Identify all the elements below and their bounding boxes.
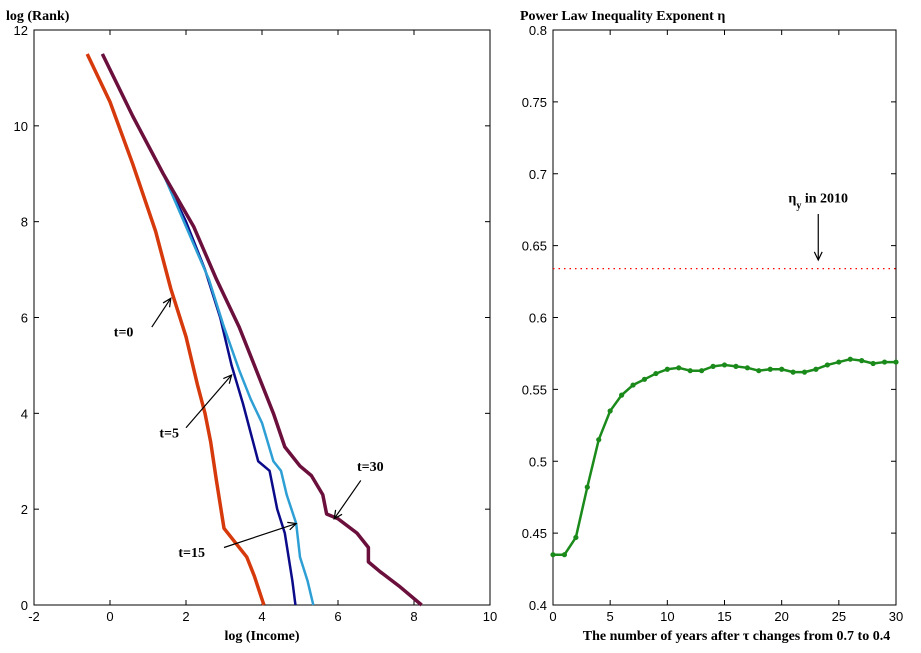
right-y-tick-label: 0.6 <box>529 311 547 326</box>
annotation-arrow-2-head <box>287 521 298 531</box>
right-series-point <box>710 363 716 369</box>
right-series-point <box>767 366 773 372</box>
right-series-point <box>676 365 682 371</box>
right-series-point <box>584 484 590 490</box>
right-x-tick-label: 25 <box>832 609 846 624</box>
annotation-arrow-2-shaft <box>223 522 297 549</box>
right-series-point <box>687 368 693 374</box>
right-series-point <box>607 408 613 414</box>
left-x-tick-label: -2 <box>28 609 40 624</box>
annotation-label: t=30 <box>357 460 384 475</box>
right-y-tick-label: 0.7 <box>529 167 547 182</box>
right-series-point <box>824 362 831 368</box>
right-y-tick-label: 0.65 <box>522 239 547 254</box>
right-y-tick-label: 0.75 <box>522 95 547 110</box>
right-y-tick-label: 0.45 <box>522 526 547 541</box>
left-x-tick-label: 0 <box>106 609 113 624</box>
right-series-point <box>881 359 888 365</box>
left-x-tick-label: 4 <box>258 609 265 624</box>
left-plot-frame <box>33 29 491 606</box>
right-x-tick-label: 0 <box>549 609 556 624</box>
annotation-arrow-0-head <box>162 297 172 308</box>
right-y-tick-label: 0.8 <box>529 23 547 38</box>
right-series-point <box>779 366 785 372</box>
right-x-axis-label: The number of years after τ changes from… <box>583 629 890 644</box>
right-series-point <box>699 368 705 374</box>
right-x-tick-label: 10 <box>660 609 674 624</box>
right-y-tick-label: 0.4 <box>529 598 547 613</box>
right-chart-title: Power Law Inequality Exponent η <box>520 9 725 24</box>
right-series-point <box>859 358 865 364</box>
annotation-arrow-1-shaft <box>185 374 233 429</box>
left-x-tick-label: 8 <box>410 609 417 624</box>
right-series-line <box>553 357 896 556</box>
annotation-label: t=0 <box>114 326 134 341</box>
left-y-tick-label: 0 <box>21 598 28 613</box>
left-y-tick-label: 2 <box>21 502 28 517</box>
left-series-line-2 <box>101 53 315 606</box>
right-series-point <box>641 376 648 382</box>
left-x-tick-label: 2 <box>182 609 189 624</box>
left-y-tick-label: 6 <box>21 311 28 326</box>
right-series-point <box>573 534 579 541</box>
right-series-point <box>561 552 568 558</box>
right-series-point <box>596 437 602 443</box>
right-series-point <box>630 382 636 388</box>
right-series-point <box>550 552 556 558</box>
right-plot-frame <box>552 29 897 606</box>
right-series-point <box>893 359 899 365</box>
left-chart-title: log (Rank) <box>6 9 70 24</box>
left-y-tick-label: 12 <box>14 23 28 38</box>
right-series-point <box>836 359 842 365</box>
right-series-point <box>653 370 659 377</box>
annotation-arrow-1-head <box>223 373 233 384</box>
right-series-point <box>870 360 876 367</box>
right-series-point <box>619 392 625 398</box>
right-x-tick-label: 20 <box>774 609 788 624</box>
right-series-point <box>744 365 750 371</box>
annotation-label: t=5 <box>159 426 179 441</box>
left-series-line-0 <box>85 53 266 606</box>
annotation-label: t=15 <box>178 546 205 561</box>
annotation-arrow-3-head <box>333 509 343 520</box>
left-x-tick-label: 10 <box>483 609 497 624</box>
left-y-tick-label: 4 <box>21 406 28 421</box>
right-x-tick-label: 5 <box>607 609 614 624</box>
annotation-arrow-0-shaft <box>151 298 172 328</box>
left-x-tick-label: 6 <box>334 609 341 624</box>
left-y-tick-label: 10 <box>14 119 28 134</box>
right-series-point <box>801 369 808 375</box>
right-chart-panel: 0 5 10 15 20 25 30 0.4 0.45 0.5 0.55 0.6 0.65 0.7 0.75… <box>520 9 903 644</box>
left-y-tick-label: 8 <box>21 215 28 230</box>
eta-annotation-arrow-head <box>813 251 823 262</box>
left-x-axis-label: log (Income) <box>224 629 299 644</box>
eta-annotation-label: ηy in 2010 <box>788 192 848 212</box>
annotation-arrow-3-shaft <box>333 480 362 520</box>
right-x-tick-label: 15 <box>717 609 731 624</box>
right-series-point <box>847 356 853 362</box>
right-series-point <box>790 369 796 375</box>
right-series-point <box>721 362 728 368</box>
left-series-line-3 <box>100 53 423 607</box>
right-y-tick-label: 0.5 <box>529 454 547 469</box>
right-series-point <box>733 363 739 369</box>
right-series-point <box>813 366 819 372</box>
right-x-tick-label: 30 <box>889 609 903 624</box>
right-y-tick-label: 0.55 <box>522 382 547 397</box>
right-series-point <box>664 366 670 372</box>
right-series-point <box>756 368 762 374</box>
